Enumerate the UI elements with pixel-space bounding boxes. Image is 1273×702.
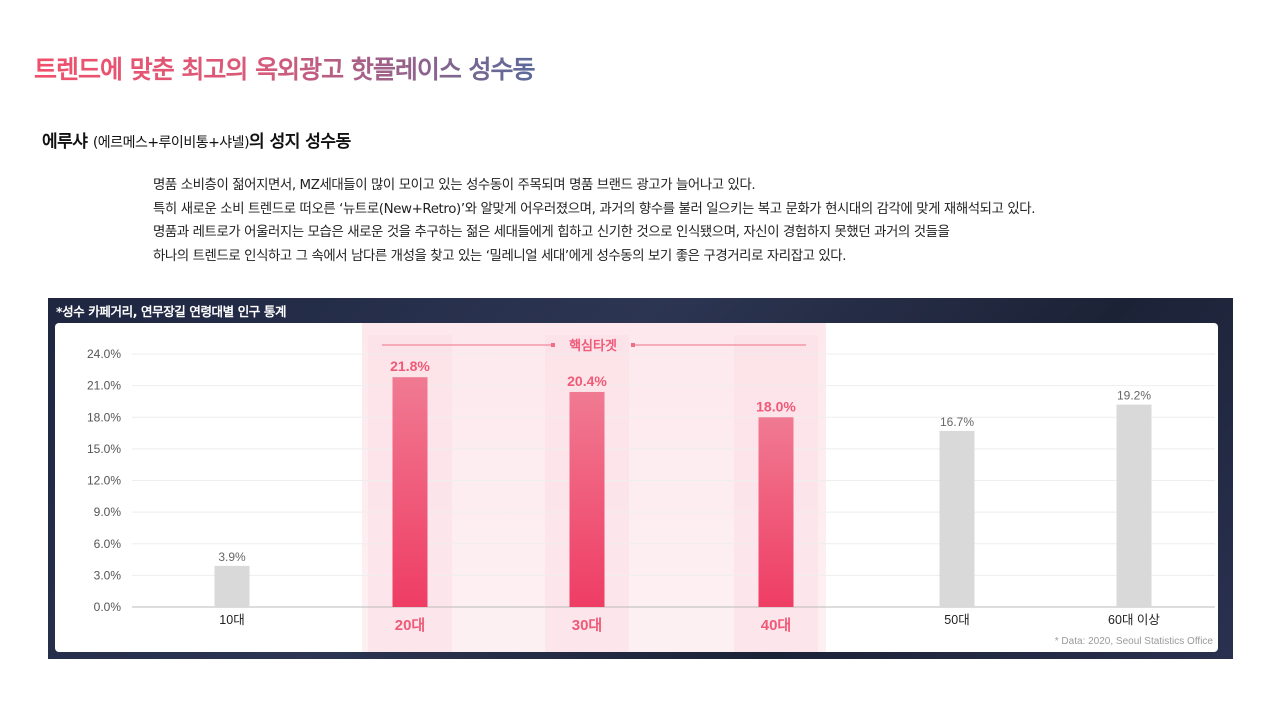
- value-label: 19.2%: [1117, 389, 1151, 403]
- x-tick-label: 10대: [219, 613, 244, 627]
- bar-30대: [569, 391, 605, 607]
- chart-title: *성수 카페거리, 연무장길 연령대별 인구 통계: [56, 304, 287, 319]
- bar-50대: [939, 430, 975, 607]
- section-heading-rest: 의 성지 성수동: [249, 132, 351, 152]
- y-tick-label: 0.0%: [94, 600, 122, 614]
- bracket-dot-right: [631, 343, 635, 347]
- x-tick-label: 40대: [761, 617, 792, 634]
- source-note: * Data: 2020, Seoul Statistics Office: [1055, 636, 1214, 647]
- value-label: 21.8%: [390, 358, 430, 374]
- value-label: 3.9%: [218, 550, 246, 564]
- section-heading: 에루샤 (에르메스+루이비통+샤넬)의 성지 성수동: [42, 127, 351, 152]
- description-line: 명품과 레트로가 어울러지는 모습은 새로운 것을 추구하는 젊은 세대들에게 …: [153, 225, 950, 240]
- highlight-label: 핵심타겟: [569, 338, 617, 353]
- x-tick-label: 30대: [572, 617, 603, 634]
- y-tick-label: 21.0%: [87, 379, 121, 393]
- description-line: 명품 소비층이 젊어지면서, MZ세대들이 많이 모이고 있는 성수동이 주목되…: [153, 178, 756, 193]
- x-tick-label: 20대: [395, 617, 426, 634]
- value-label: 18.0%: [756, 398, 796, 414]
- value-label: 20.4%: [567, 373, 607, 389]
- x-tick-label: 50대: [944, 613, 969, 627]
- y-tick-label: 6.0%: [94, 537, 122, 551]
- description-line: 특히 새로운 소비 트렌드로 떠오른 ‘뉴트로(New+Retro)’와 알맞게…: [153, 201, 1036, 217]
- y-tick-label: 18.0%: [87, 410, 121, 424]
- y-tick-label: 9.0%: [94, 505, 122, 519]
- section-heading-main: 에루샤: [42, 132, 88, 152]
- bar-10대: [214, 565, 250, 607]
- bar-20대: [392, 377, 428, 607]
- value-label: 16.7%: [940, 415, 974, 429]
- bracket-dot-left: [551, 343, 555, 347]
- bar-60대 이상: [1116, 404, 1152, 607]
- chart-card: 0.0% 3.0% 6.0% 9.0% 12.0% 15.0% 18.0% 21.0% 24.0…: [55, 323, 1218, 652]
- y-tick-label: 15.0%: [87, 442, 121, 456]
- description-text: 명품 소비층이 젊어지면서, MZ세대들이 많이 모이고 있는 성수동이 주목되…: [153, 174, 1035, 268]
- bar-chart: 0.0% 3.0% 6.0% 9.0% 12.0% 15.0% 18.0% 21.0% 24.0…: [87, 323, 1215, 652]
- section-heading-sub: (에르메스+루이비통+샤넬): [92, 135, 250, 151]
- page-title: 트렌드에 맞춘 최고의 옥외광고 핫플레이스 성수동: [34, 50, 536, 86]
- x-tick-label: 60대 이상: [1108, 613, 1160, 627]
- y-tick-label: 12.0%: [87, 474, 121, 488]
- bar-40대: [758, 417, 794, 607]
- y-tick-label: 3.0%: [94, 568, 122, 582]
- y-tick-label: 24.0%: [87, 347, 121, 361]
- description-line: 하나의 트렌드로 인식하고 그 속에서 남다른 개성을 찾고 있는 ‘밀레니얼 …: [153, 248, 847, 264]
